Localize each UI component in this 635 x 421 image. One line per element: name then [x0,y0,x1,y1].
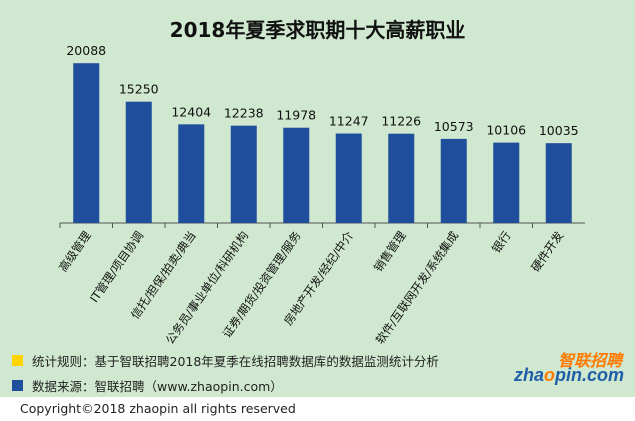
data-label: 12238 [224,106,264,121]
data-label: 11978 [276,108,316,123]
logo-en-c: .com [581,365,624,385]
data-label: 12404 [171,104,211,119]
data-label: 10106 [486,123,526,138]
logo-en-text: zhaopin.com [514,365,624,386]
data-label: 11247 [329,114,369,129]
bar [283,127,310,223]
legend-rule: 统计规则：基于智联招聘2018年夏季在线招聘数据库的数据监测统计分析 [12,351,439,370]
logo-en-o: o [543,365,555,385]
legend-swatch-yellow [12,355,23,366]
bar [125,101,152,223]
copyright: Copyright©2018 zhaopin all rights reserv… [0,397,635,421]
data-label: 15250 [119,82,159,97]
data-label: 20088 [66,43,106,58]
x-tick-label: 高级管理 [56,228,94,274]
bar [440,138,467,223]
data-label: 11226 [381,114,421,129]
bar [545,143,572,223]
bar [493,142,520,223]
x-tick-label: IT管理/项目协调 [87,229,146,305]
bar [335,133,362,223]
logo-cn-text: 智联招聘 [557,351,622,370]
x-tick-label: 硬件开发 [528,228,566,274]
legend-rule-text: 统计规则：基于智联招聘2018年夏季在线招聘数据库的数据监测统计分析 [32,354,439,369]
bar [178,124,205,223]
bar [230,125,257,223]
bar-chart: 20088高级管理15250IT管理/项目协调12404信托/担保/拍卖/典当1… [56,43,585,345]
data-label: 10573 [434,119,474,134]
legend-source: 数据来源：智联招聘（www.zhaopin.com） [12,376,283,395]
x-tick-label: 银行 [489,229,514,256]
legend-swatch-blue [12,380,23,391]
zhaopin-logo: 智联招聘 zhaopin.com [510,347,628,391]
logo-en-b: pin [554,365,582,385]
data-label: 10035 [539,123,579,138]
legend-source-text: 数据来源：智联招聘（www.zhaopin.com） [32,379,283,394]
chart-title: 2018年夏季求职期十大高薪职业 [169,18,466,42]
bar [73,63,100,223]
bar [388,133,415,223]
x-tick-label: 销售管理 [371,228,409,274]
logo-en-a: zha [513,365,544,385]
